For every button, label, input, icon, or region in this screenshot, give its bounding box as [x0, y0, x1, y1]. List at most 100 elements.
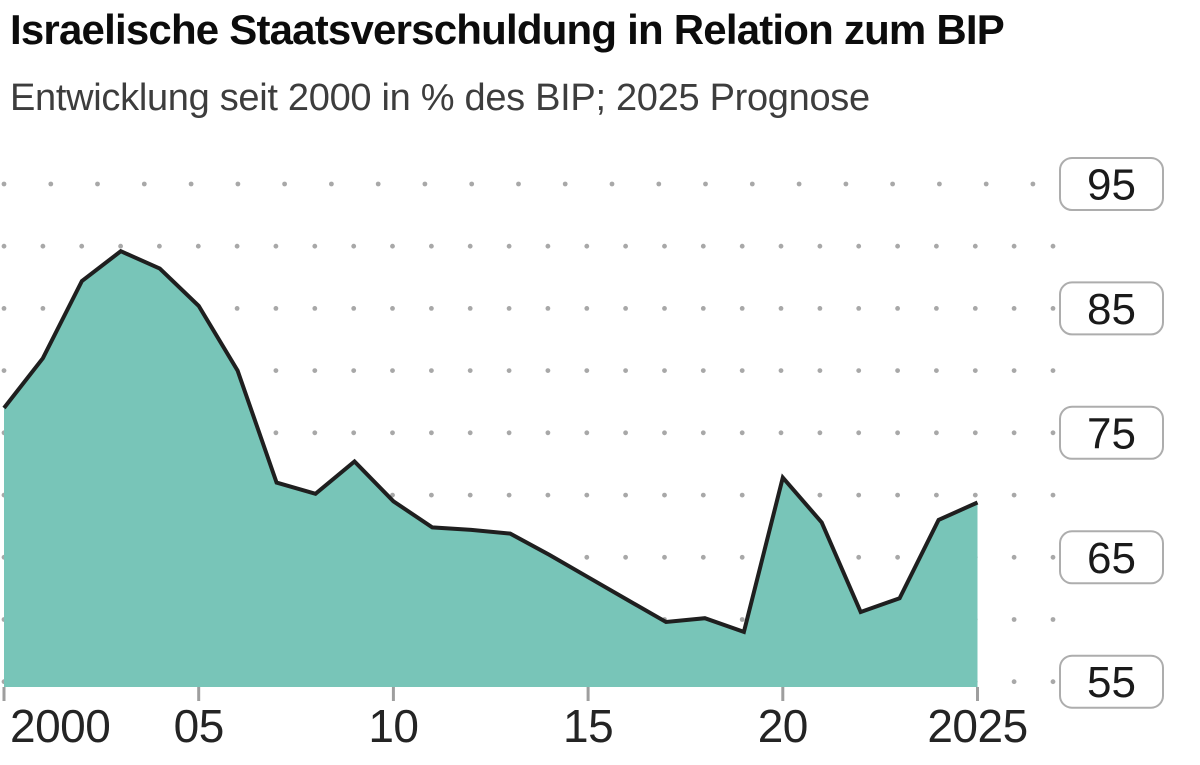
- grid-dot: [1050, 368, 1056, 373]
- grid-dot: [506, 368, 512, 373]
- grid-dot: [429, 430, 434, 436]
- grid-dot: [623, 554, 628, 560]
- grid-dot: [856, 430, 862, 436]
- grid-dot: [972, 430, 978, 436]
- grid-dot: [856, 554, 862, 560]
- grid-dot: [1, 306, 7, 311]
- grid-dot: [545, 492, 551, 498]
- grid-dot: [312, 430, 318, 436]
- grid-dot: [662, 368, 667, 373]
- grid-dot: [700, 492, 706, 498]
- grid-dot: [506, 306, 512, 311]
- grid-dot: [234, 306, 240, 311]
- grid-dot: [856, 368, 862, 373]
- chart-subtitle: Entwicklung seit 2000 in % des BIP; 2025…: [10, 77, 870, 119]
- grid-dot: [843, 181, 849, 187]
- grid-dot: [778, 306, 784, 311]
- grid-dot: [1011, 617, 1017, 622]
- grid-dot: [429, 492, 434, 498]
- grid-dot: [817, 306, 823, 311]
- grid-dot: [329, 181, 334, 187]
- grid-dot: [934, 492, 939, 498]
- grid-dot: [40, 306, 46, 311]
- grid-dot: [937, 181, 942, 187]
- grid-dot: [817, 368, 823, 373]
- grid-dot: [188, 181, 194, 187]
- grid-dot: [895, 306, 900, 311]
- grid-dot: [623, 430, 628, 436]
- grid-dot: [1050, 617, 1056, 622]
- grid-dot: [273, 368, 279, 373]
- grid-dot: [1, 243, 7, 249]
- grid-dot: [703, 181, 708, 187]
- chart-title: Israelische Staatsverschuldung in Relati…: [10, 6, 1005, 53]
- grid-dot: [749, 181, 755, 187]
- grid-dot: [623, 306, 628, 311]
- grid-dot: [584, 430, 590, 436]
- x-axis-label: 20: [758, 700, 808, 752]
- grid-dot: [700, 306, 706, 311]
- grid-dot: [506, 243, 512, 249]
- grid-dot: [157, 243, 162, 249]
- grid-dot: [584, 368, 590, 373]
- grid-dot: [390, 306, 395, 311]
- grid-dot: [1050, 492, 1056, 498]
- grid-dot: [584, 306, 590, 311]
- grid-dot: [545, 306, 551, 311]
- y-axis-label: 55: [1087, 658, 1136, 707]
- grid-dot: [1011, 554, 1017, 560]
- grid-dot: [662, 243, 667, 249]
- grid-dot: [817, 430, 823, 436]
- grid-dot: [312, 368, 318, 373]
- grid-dot: [856, 492, 862, 498]
- grid-dot: [895, 368, 900, 373]
- grid-dot: [467, 430, 473, 436]
- grid-dot: [983, 181, 989, 187]
- grid-dot: [48, 181, 54, 187]
- grid-dot: [856, 306, 862, 311]
- grid-dot: [895, 554, 900, 560]
- grid-dot: [1011, 243, 1017, 249]
- grid-dot: [623, 492, 628, 498]
- grid-dot: [895, 243, 900, 249]
- grid-dot: [1050, 430, 1056, 436]
- grid-dot: [1030, 181, 1036, 187]
- y-axis-label-box: [1059, 281, 1164, 336]
- grid-dot: [312, 306, 318, 311]
- grid-dot: [700, 243, 706, 249]
- grid-dot: [609, 181, 615, 187]
- grid-dot: [79, 243, 85, 249]
- grid-dot: [662, 306, 667, 311]
- grid-dot: [273, 306, 279, 311]
- grid-dot: [739, 368, 745, 373]
- grid-dot: [312, 243, 318, 249]
- grid-dot: [895, 492, 900, 498]
- y-axis-label-box: [1059, 405, 1164, 460]
- grid-dot: [429, 368, 434, 373]
- grid-dot: [390, 430, 395, 436]
- grid-dot: [1050, 554, 1056, 560]
- grid-dot: [700, 368, 706, 373]
- y-axis: 95 85 75 65 55: [1059, 157, 1164, 709]
- grid-dot: [390, 243, 395, 249]
- grid-dot: [429, 243, 434, 249]
- grid-dot: [934, 243, 939, 249]
- y-axis-label: 65: [1087, 534, 1136, 583]
- grid-dot: [796, 181, 802, 187]
- y-axis-label-box: [1059, 530, 1164, 585]
- grid-dot: [662, 554, 667, 560]
- grid-dot: [467, 368, 473, 373]
- grid-dot: [1011, 679, 1017, 685]
- grid-dot: [40, 243, 46, 249]
- grid-dot: [195, 243, 201, 249]
- grid-dot: [506, 492, 512, 498]
- grid-dot: [1011, 306, 1017, 311]
- grid-dot: [467, 492, 473, 498]
- grid-dot: [739, 306, 745, 311]
- y-axis-label: 85: [1087, 285, 1136, 334]
- grid-dot: [351, 306, 357, 311]
- y-axis-label-box: [1059, 157, 1164, 211]
- grid-dot: [351, 243, 357, 249]
- grid-dot: [739, 617, 745, 622]
